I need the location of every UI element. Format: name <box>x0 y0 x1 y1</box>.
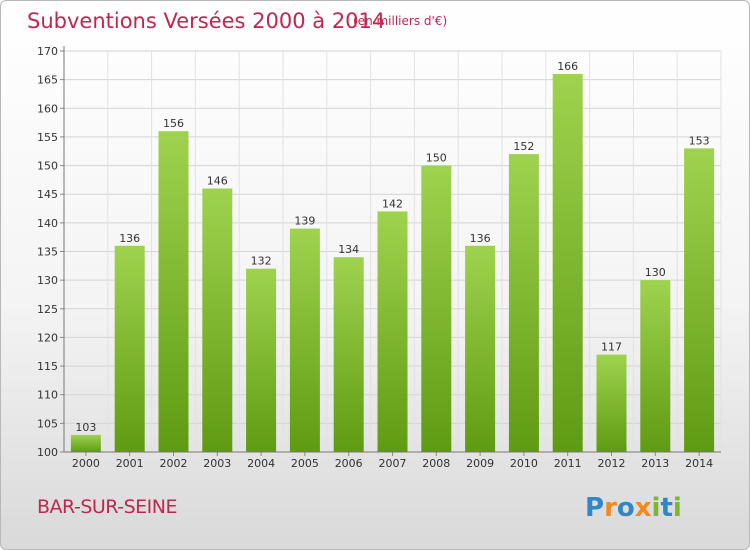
chart-title: Subventions Versées 2000 à 2014 <box>27 9 386 33</box>
y-tick-label: 105 <box>37 417 58 430</box>
x-tick-label-2002: 2002 <box>160 457 188 470</box>
bar-2000 <box>70 434 101 452</box>
y-tick-label: 145 <box>37 188 58 201</box>
y-tick-label: 140 <box>37 217 58 230</box>
proxiti-logo[interactable]: Proxiti <box>583 488 693 524</box>
y-tick-label: 135 <box>37 246 58 259</box>
y-tick-label: 110 <box>37 389 58 402</box>
bar-2002 <box>158 131 189 452</box>
data-label-2012: 117 <box>601 341 622 354</box>
bar-2007 <box>377 211 408 452</box>
bar-2001 <box>114 245 145 452</box>
x-tick-label-2008: 2008 <box>422 457 450 470</box>
bar-2011 <box>552 73 583 453</box>
data-label-2004: 132 <box>251 255 272 268</box>
y-tick-label: 130 <box>37 274 58 287</box>
bar-2006 <box>333 257 364 452</box>
bar-2012 <box>596 354 627 452</box>
bar-2004 <box>246 268 277 452</box>
y-tick-label: 160 <box>37 102 58 115</box>
y-tick-label: 100 <box>37 446 58 459</box>
data-label-2010: 152 <box>513 140 534 153</box>
bar-2009 <box>465 245 496 452</box>
data-label-2000: 103 <box>75 421 96 434</box>
data-label-2014: 153 <box>689 134 710 147</box>
y-tick-label: 155 <box>37 131 58 144</box>
x-tick-label-2000: 2000 <box>72 457 100 470</box>
data-label-2003: 146 <box>207 174 228 187</box>
svg-text:Proxiti: Proxiti <box>585 493 682 523</box>
data-label-2011: 166 <box>557 60 578 73</box>
data-label-2001: 136 <box>119 232 140 245</box>
bar-2014 <box>684 148 715 452</box>
y-tick-label: 120 <box>37 331 58 344</box>
x-tick-label-2007: 2007 <box>379 457 407 470</box>
y-tick-label: 150 <box>37 160 58 173</box>
x-tick-label-2004: 2004 <box>247 457 275 470</box>
data-label-2005: 139 <box>294 215 315 228</box>
bar-2013 <box>640 280 671 452</box>
data-label-2006: 134 <box>338 243 359 256</box>
data-label-2002: 156 <box>163 117 184 130</box>
bar-2008 <box>421 165 452 453</box>
y-tick-label: 125 <box>37 303 58 316</box>
x-tick-label-2009: 2009 <box>466 457 494 470</box>
bar-2010 <box>508 154 539 452</box>
x-tick-label-2001: 2001 <box>116 457 144 470</box>
bar-2003 <box>202 188 233 452</box>
data-label-2013: 130 <box>645 266 666 279</box>
data-label-2008: 150 <box>426 152 447 165</box>
x-tick-label-2003: 2003 <box>203 457 231 470</box>
data-label-2009: 136 <box>470 232 491 245</box>
x-tick-label-2013: 2013 <box>641 457 669 470</box>
x-tick-label-2005: 2005 <box>291 457 319 470</box>
data-label-2007: 142 <box>382 197 403 210</box>
commune-name: BAR-SUR-SEINE <box>37 496 177 518</box>
chart-subtitle: (en milliers d'€) <box>353 14 448 28</box>
y-tick-label: 115 <box>37 360 58 373</box>
x-tick-label-2012: 2012 <box>598 457 626 470</box>
y-tick-label: 165 <box>37 74 58 87</box>
x-tick-label-2011: 2011 <box>554 457 582 470</box>
x-tick-label-2014: 2014 <box>685 457 713 470</box>
y-tick-label: 170 <box>37 45 58 58</box>
bar-2005 <box>289 228 320 452</box>
x-tick-label-2010: 2010 <box>510 457 538 470</box>
x-tick-label-2006: 2006 <box>335 457 363 470</box>
